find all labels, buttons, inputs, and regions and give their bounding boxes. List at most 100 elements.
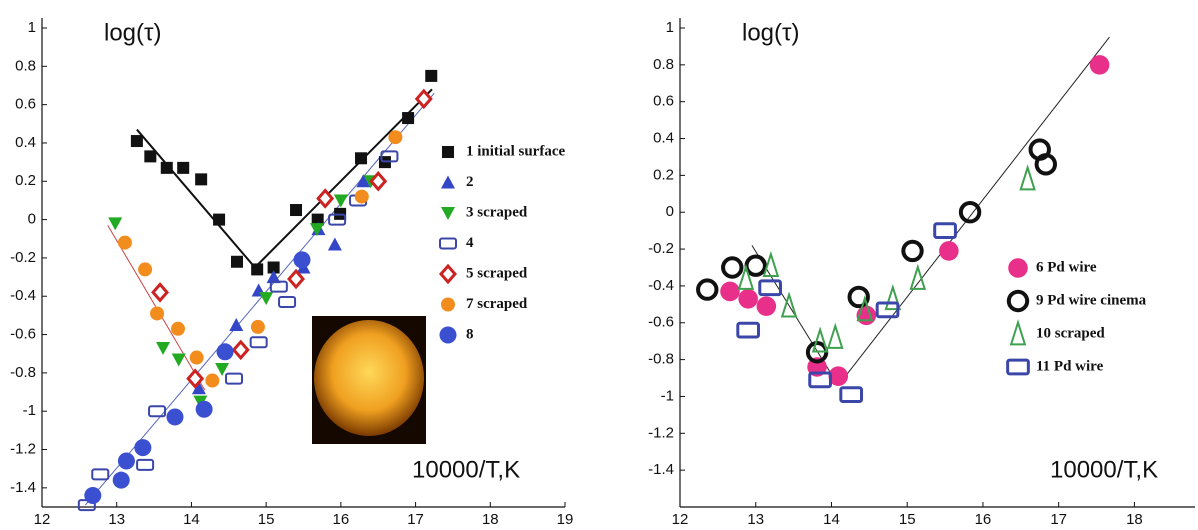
x-tick-label: 14 <box>183 511 200 528</box>
marker <box>328 213 347 226</box>
x-tick-label: 13 <box>747 511 764 528</box>
series <box>117 130 403 388</box>
marker <box>369 171 388 192</box>
marker <box>442 146 454 158</box>
marker <box>744 254 767 277</box>
y-tick-label: -0.2 <box>648 240 674 257</box>
y-tick-label: 1 <box>666 19 674 36</box>
series <box>737 164 1036 353</box>
marker <box>287 268 306 290</box>
y-tick-label: -1.4 <box>10 479 36 496</box>
legend-label: 5 scraped <box>466 265 528 281</box>
marker <box>354 189 369 204</box>
marker <box>134 439 152 457</box>
marker <box>290 204 303 217</box>
series <box>151 88 433 389</box>
marker <box>1009 319 1027 346</box>
y-tick-label: 0.4 <box>653 130 674 147</box>
marker <box>355 152 368 165</box>
marker <box>847 285 870 309</box>
marker <box>736 321 761 339</box>
marker <box>356 174 371 188</box>
legend-label: 1 initial surface <box>466 143 565 159</box>
marker <box>811 326 829 353</box>
marker <box>231 339 250 361</box>
marker <box>839 386 864 404</box>
y-axis-label: log(τ) <box>742 19 800 46</box>
marker <box>414 88 433 110</box>
y-tick-label: 0.8 <box>15 57 36 74</box>
marker <box>958 201 982 224</box>
marker <box>758 279 782 297</box>
legend-label: 2 <box>466 174 474 190</box>
y-tick-label: -0.4 <box>10 287 36 304</box>
marker <box>380 150 399 163</box>
x-tick-label: 17 <box>407 511 424 528</box>
panel: 1 0.8 0.6 0.4 0.2 0 -0.2 -0.4 -0.6 -0.8 -1 -1.2 -1.4… <box>10 18 573 528</box>
x-tick-label: 16 <box>975 511 992 528</box>
marker <box>901 239 924 263</box>
x-tick-label: 17 <box>1050 511 1067 528</box>
marker <box>191 381 206 395</box>
marker <box>721 256 744 279</box>
y-tick-label: -1.4 <box>648 461 674 478</box>
series <box>84 251 311 505</box>
marker <box>696 278 719 301</box>
y-tick-label: 0 <box>28 211 36 228</box>
marker <box>225 372 244 385</box>
marker <box>156 341 171 355</box>
marker <box>441 297 455 312</box>
marker <box>251 263 264 276</box>
marker <box>441 207 455 220</box>
x-tick-label: 18 <box>1126 511 1143 528</box>
marker <box>738 289 758 309</box>
marker <box>186 368 205 389</box>
marker <box>441 175 455 189</box>
x-tick-label: 15 <box>899 511 916 528</box>
x-tick-label: 18 <box>482 511 499 528</box>
trend-line <box>84 92 435 506</box>
marker <box>327 237 342 251</box>
marker <box>826 322 844 349</box>
y-tick-label: -0.6 <box>648 314 674 331</box>
legend-label: 9 Pd wire cinema <box>1036 292 1147 308</box>
x-tick-label: 12 <box>34 511 51 528</box>
marker <box>144 150 157 163</box>
series <box>696 138 1058 364</box>
marker <box>1006 358 1030 376</box>
marker <box>136 458 155 471</box>
marker <box>138 262 153 277</box>
marker <box>150 306 165 321</box>
marker <box>195 400 213 418</box>
y-tick-label: 0.2 <box>15 172 36 189</box>
marker <box>1089 55 1110 75</box>
marker <box>229 317 244 331</box>
y-tick-label: 0 <box>666 203 674 220</box>
marker <box>213 213 226 226</box>
x-tick-label: 13 <box>108 511 125 528</box>
marker <box>1008 258 1028 278</box>
marker <box>171 353 186 367</box>
marker <box>780 291 798 318</box>
marker <box>269 280 288 293</box>
x-tick-label: 14 <box>823 511 840 528</box>
marker <box>278 295 297 308</box>
y-tick-label: -1 <box>661 387 674 404</box>
y-tick-label: 0.6 <box>653 93 674 110</box>
marker <box>909 263 927 290</box>
marker <box>259 292 274 306</box>
marker <box>117 452 135 470</box>
series <box>736 222 957 404</box>
panel: 1 0.8 0.6 0.4 0.2 0 -0.2 -0.4 -0.6 -0.8 -1 -1.2 -1.4… <box>648 18 1195 528</box>
y-tick-label: 0.8 <box>653 56 674 73</box>
marker <box>215 363 230 377</box>
marker <box>170 321 185 336</box>
marker <box>439 326 457 344</box>
marker <box>316 188 335 209</box>
marker <box>231 255 244 268</box>
marker <box>720 281 740 302</box>
marker <box>933 222 957 240</box>
marker <box>309 223 324 237</box>
legend-label: 10 scraped <box>1036 325 1105 341</box>
